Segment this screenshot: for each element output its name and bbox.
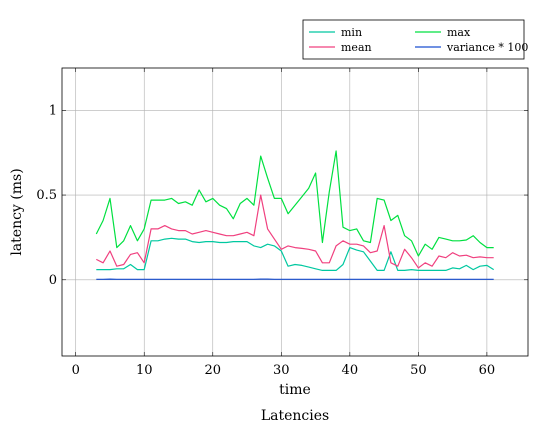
legend: min max mean variance * 100 — [302, 19, 528, 60]
legend-label: min — [341, 26, 362, 39]
x-axis-label: time — [279, 382, 311, 398]
y-tick-label: 0 — [49, 273, 57, 288]
legend-label: mean — [341, 41, 372, 54]
x-tick-label: 0 — [72, 363, 80, 378]
series-max-line — [95, 150, 494, 257]
series-lines — [95, 150, 495, 280]
y-tick-label: 0.5 — [36, 188, 57, 203]
x-tick-label: 60 — [479, 363, 496, 378]
legend-label: variance * 100 — [446, 41, 528, 54]
x-tick-label: 40 — [342, 363, 359, 378]
x-tick-label: 20 — [204, 363, 221, 378]
x-tick-label: 30 — [273, 363, 290, 378]
y-tick-label: 1 — [49, 103, 57, 118]
series-mean-line — [96, 194, 494, 269]
plot-frame — [61, 67, 529, 357]
x-tick-label: 10 — [136, 363, 153, 378]
legend-label: max — [447, 26, 471, 39]
series-min-line — [96, 237, 495, 271]
chart-caption: Latencies — [261, 408, 329, 424]
axis-ticks: 0 10 20 30 40 50 60 0 0.5 1 — [36, 68, 528, 378]
legend-box — [302, 19, 525, 60]
grid-lines — [62, 68, 528, 356]
y-axis-label: latency (ms) — [9, 168, 25, 255]
x-tick-label: 50 — [410, 363, 427, 378]
